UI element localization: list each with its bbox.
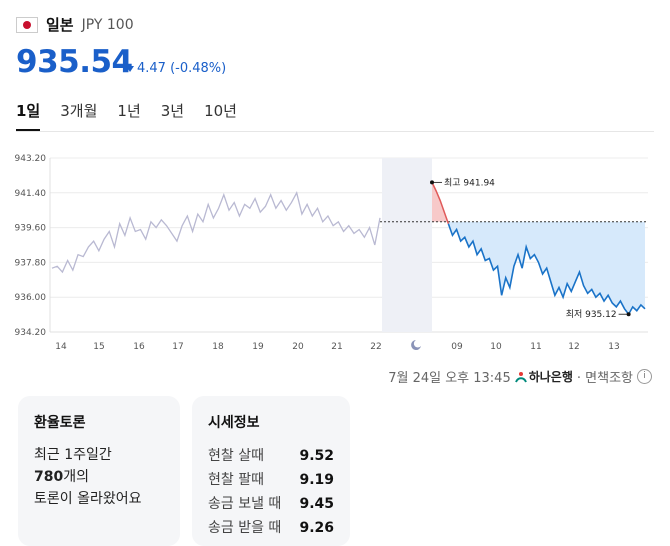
- rate-label: 송금 보낼 때: [208, 496, 282, 512]
- y-tick-label: 939.60: [15, 224, 47, 234]
- x-tick-label: 16: [133, 342, 145, 352]
- rise-line-segment: [431, 182, 450, 224]
- rate-row: 현찰 팔때 9.19: [208, 468, 334, 492]
- rate-label: 현찰 살때: [208, 448, 264, 464]
- rate-value: 9.26: [299, 520, 334, 536]
- currency-code: JPY 100: [81, 16, 134, 33]
- price-change-value: 4.47 (-0.48%): [137, 61, 227, 76]
- discussion-count: 780: [34, 469, 64, 485]
- rate-row: 송금 받을 때 9.26: [208, 516, 334, 540]
- rates-title: 시세정보: [208, 415, 260, 431]
- x-tick-label: 17: [172, 342, 183, 352]
- period-tabs: 1일 3개월 1년 3년 10년: [16, 100, 237, 131]
- discussion-line2: 780개의: [34, 466, 164, 488]
- discussion-count-suffix: 개의: [63, 469, 89, 485]
- rate-row: 송금 보낼 때 9.45: [208, 492, 334, 516]
- tab-3years[interactable]: 3년: [160, 102, 185, 120]
- tab-3months[interactable]: 3개월: [60, 102, 98, 120]
- down-arrow-icon: [126, 65, 134, 72]
- currency-name: 일본: [46, 16, 74, 34]
- disclaimer-link[interactable]: · 면책조항: [576, 371, 633, 386]
- rate-value: 9.19: [299, 472, 334, 488]
- y-tick-label: 943.20: [15, 154, 47, 164]
- info-icon[interactable]: i: [637, 369, 652, 384]
- high-label: 최고 941.94: [444, 177, 495, 188]
- chart-meta: 7월 24일 오후 13:45 하나은행 · 면책조항 i: [388, 367, 652, 386]
- discussion-line1: 최근 1주일간: [34, 447, 112, 463]
- y-tick-label: 936.00: [15, 293, 47, 303]
- discussion-line3: 토론이 올라왔어요: [34, 491, 142, 507]
- tabs-divider: [16, 131, 654, 132]
- x-tick-label: 15: [93, 342, 104, 352]
- bank-name: 하나은행: [528, 370, 573, 384]
- x-tick-label: 10: [490, 342, 502, 352]
- exchange-rate-chart[interactable]: 943.20 941.40 939.60 937.80 936.00 934.20 14 15…: [0, 140, 670, 355]
- rate-label: 현찰 팔때: [208, 472, 264, 488]
- x-tick-label: 19: [252, 342, 264, 352]
- rates-card: 시세정보 현찰 살때 9.52 현찰 팔때 9.19 송금 보낼 때 9.45 송금 …: [192, 396, 350, 546]
- tab-1day[interactable]: 1일: [16, 100, 41, 131]
- x-tick-label: 13: [608, 342, 619, 352]
- currency-header: 일본 JPY 100: [16, 14, 134, 35]
- moon-icon: [411, 340, 421, 350]
- y-tick-label: 941.40: [15, 189, 47, 199]
- night-band: [382, 158, 432, 332]
- tab-10years[interactable]: 10년: [204, 102, 237, 120]
- rate-label: 송금 받을 때: [208, 520, 282, 536]
- y-tick-label: 937.80: [15, 258, 47, 268]
- x-tick-label: 18: [212, 342, 224, 352]
- timestamp: 7월 24일 오후 13:45: [388, 371, 511, 386]
- bank-source: 하나은행: [514, 368, 573, 385]
- discussion-title: 환율토론: [34, 415, 86, 431]
- discussion-card[interactable]: 환율토론 최근 1주일간 780개의 토론이 올라왔어요: [18, 396, 180, 546]
- x-tick-label: 09: [451, 342, 463, 352]
- japan-flag-icon: [16, 16, 38, 33]
- today-line: [447, 223, 646, 316]
- tab-1year[interactable]: 1년: [117, 102, 141, 120]
- rate-value: 9.52: [299, 448, 334, 464]
- x-tick-label: 11: [530, 342, 541, 352]
- x-tick-label: 22: [370, 342, 381, 352]
- rate-row: 현찰 살때 9.52: [208, 444, 334, 468]
- x-tick-label: 20: [292, 342, 304, 352]
- history-line: [51, 191, 381, 274]
- y-tick-label: 934.20: [15, 328, 47, 338]
- x-tick-label: 14: [55, 342, 67, 352]
- price-change: 4.47 (-0.48%): [126, 61, 226, 76]
- rate-value: 9.45: [299, 496, 334, 512]
- hana-bank-logo-icon: [514, 371, 527, 382]
- current-price: 935.54: [16, 44, 133, 80]
- below-reference-area: [432, 182, 645, 315]
- low-label: 최저 935.12: [566, 309, 617, 320]
- x-tick-label: 21: [331, 342, 342, 352]
- x-tick-label: 12: [568, 342, 579, 352]
